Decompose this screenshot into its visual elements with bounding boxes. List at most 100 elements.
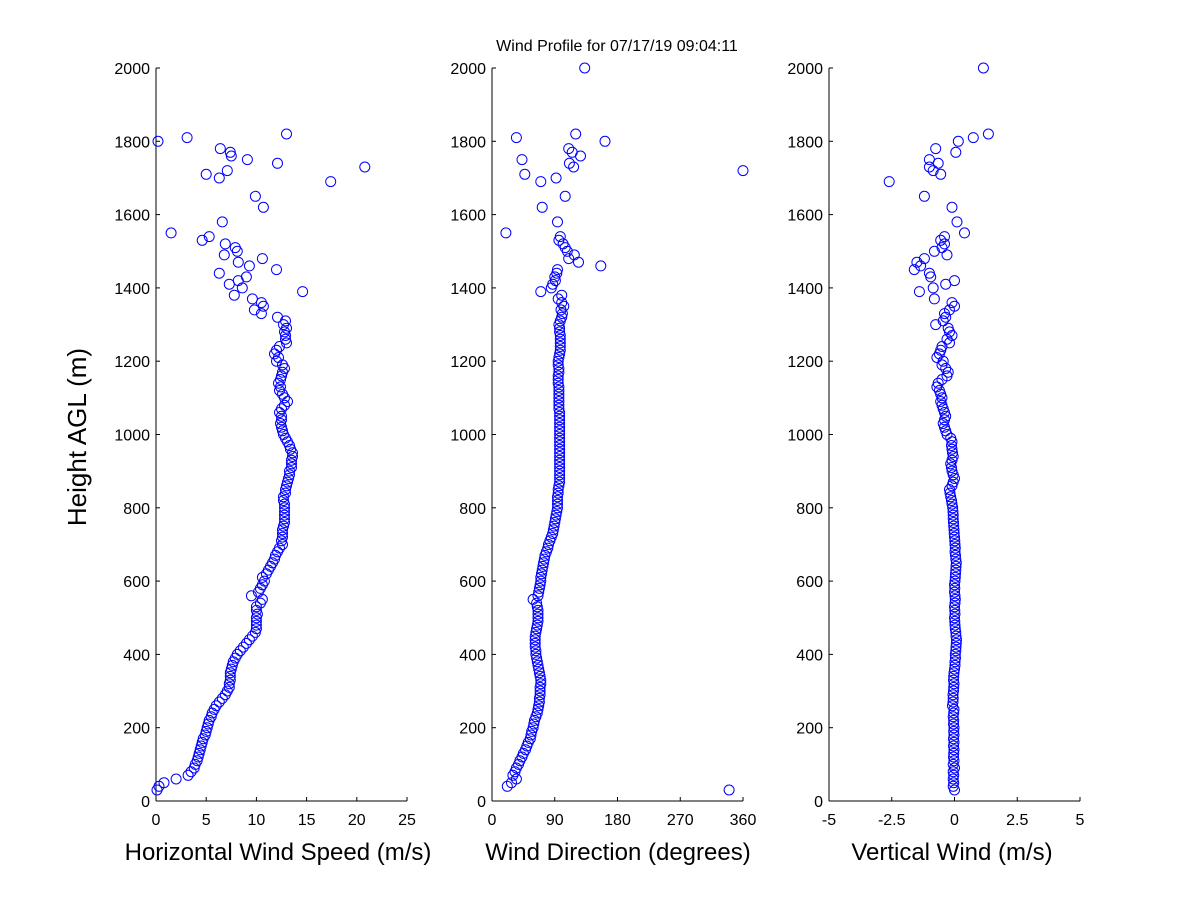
vertical-data-point [967,132,979,144]
direction-data-point [563,143,575,155]
direction-data-point [535,286,547,298]
speed-data-point [249,190,261,202]
vertical-data-point [950,564,962,576]
speed-data-point [279,399,290,411]
vertical-data-point [927,165,939,177]
speed-data-point [250,601,262,613]
direction-data-point [579,62,591,74]
speed-data-point [255,308,267,320]
direction-data-point [552,484,564,495]
speed-data-point [278,495,289,506]
direction-y-tick-label: 1600 [450,208,486,225]
direction-data-point [549,517,561,528]
speed-data-point [236,282,248,294]
direction-data-point [553,363,565,374]
vertical-data-point [949,601,960,613]
speed-data-point [228,289,240,301]
direction-data-point [554,330,566,341]
vertical-data-point [947,758,959,770]
speed-data-point [246,293,258,305]
vertical-data-point [947,696,959,708]
vertical-data-point [918,253,930,265]
speed-data-point [243,634,255,646]
direction-data-point [525,729,537,741]
direction-data-point [553,403,565,415]
direction-x-tick-label: 270 [667,812,694,829]
speed-data-point [274,407,285,418]
speed-data-point [181,132,193,144]
direction-data-point [554,469,566,481]
vertical-data-point [948,733,959,745]
vertical-data-point [947,451,959,462]
direction-data-point [552,487,564,499]
direction-data-point [563,253,575,265]
speed-data-point [281,128,292,140]
speed-data-point [231,648,243,660]
vertical-x-tick-label: 0 [950,812,959,829]
speed-data-point [256,593,268,605]
speed-data-point [152,135,164,147]
speed-y-tick-label: 1200 [114,354,150,371]
vertical-x-tick-label: 2.5 [1006,812,1028,829]
direction-data-point [554,440,566,451]
vertical-data-point [977,62,989,74]
speed-data-point [221,165,233,177]
direction-data-point [554,418,566,429]
direction-data-point [529,634,541,646]
direction-y-tick-label: 0 [477,794,486,811]
speed-data-point [279,509,290,521]
speed-data-point [223,278,235,290]
direction-data-point [554,425,566,437]
vertical-data-point [950,652,961,664]
vertical-data-point [950,641,962,653]
vertical-data-point [947,502,959,514]
speed-axes: 0 200 400 600 800 1000 1200 1400 1600 1800 2000 0 5 1… [114,61,416,829]
vertical-data-point [946,330,958,341]
direction-data-point [548,520,560,532]
direction-data-point [532,604,544,616]
direction-data-point [595,260,607,272]
vertical-data-point [947,447,958,459]
vertical-data-point [951,216,963,228]
vertical-data-point [948,777,960,789]
speed-data-point [250,619,262,631]
direction-data-point [552,495,563,506]
direction-data-point [551,267,563,279]
vertical-data-point [939,231,950,243]
vertical-y-tick-label: 1400 [787,281,823,298]
direction-data-point [553,352,565,363]
speed-data-point [165,227,177,239]
direction-data-point [552,491,563,503]
vertical-data-point [930,143,942,155]
direction-data-point [547,524,559,536]
direction-data-point [563,157,575,169]
speed-data-point [250,623,262,635]
vertical-x-tick-label: 5 [1076,812,1085,829]
direction-data-point [530,648,542,660]
vertical-data-point [941,249,953,261]
vertical-data-point [950,568,961,580]
direction-data-point [535,575,547,587]
vertical-data-point [950,630,962,642]
speed-data-point [281,322,292,334]
direction-data-point [530,645,542,657]
direction-data-point [554,443,566,455]
direction-data-point [554,458,566,470]
speed-data-point [254,582,266,594]
vertical-data-point [949,656,961,668]
direction-data-point [516,154,528,166]
vertical-y-tick-label: 200 [796,721,823,738]
direction-data-point [553,392,565,404]
direction-data-point [535,674,547,686]
vertical-data-point [948,681,960,693]
vertical-data-point [952,135,964,147]
vertical-data-point [950,549,961,561]
vertical-data-point [947,780,959,792]
speed-x-tick-label: 5 [202,812,211,829]
speed-data-point [257,300,269,312]
speed-data-point [284,469,295,481]
speed-data-point [265,560,276,572]
speed-data-point [272,311,283,323]
direction-data-point [554,322,566,334]
direction-data-point [549,513,561,525]
